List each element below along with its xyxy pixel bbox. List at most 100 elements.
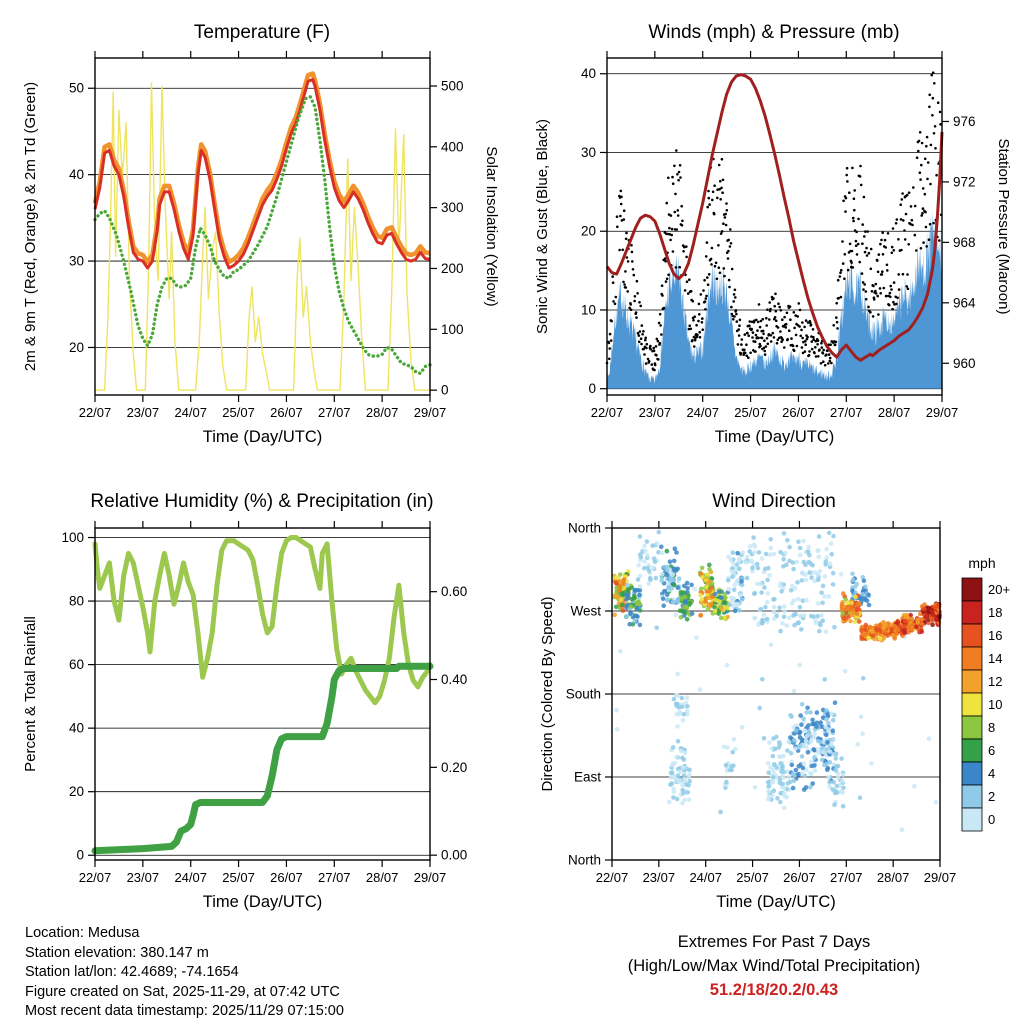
svg-text:28/07: 28/07 xyxy=(366,870,399,885)
extremes-block: Extremes For Past 7 Days (High/Low/Max W… xyxy=(524,930,1024,1002)
svg-text:972: 972 xyxy=(953,174,976,189)
svg-text:200: 200 xyxy=(441,261,464,276)
svg-text:23/07: 23/07 xyxy=(643,870,676,885)
winds-pressure-panel: Winds (mph) & Pressure (mb) 22/07 23/07 24… xyxy=(512,0,1024,465)
svg-text:968: 968 xyxy=(953,235,976,250)
svg-text:0: 0 xyxy=(988,812,995,827)
svg-text:Time (Day/UTC): Time (Day/UTC) xyxy=(716,893,835,911)
svg-text:24/07: 24/07 xyxy=(689,870,722,885)
svg-text:Time (Day/UTC): Time (Day/UTC) xyxy=(203,893,322,911)
svg-text:North: North xyxy=(568,521,601,536)
svg-text:10: 10 xyxy=(581,302,596,317)
svg-text:24/07: 24/07 xyxy=(174,870,207,885)
svg-text:29/07: 29/07 xyxy=(414,870,447,885)
svg-text:964: 964 xyxy=(953,295,976,310)
svg-text:80: 80 xyxy=(69,594,84,609)
svg-text:West: West xyxy=(570,604,601,619)
svg-text:mph: mph xyxy=(968,555,995,571)
temperature-panel: Temperature (F) 22/07 23/07 24/07 25/07 26/0… xyxy=(0,0,512,465)
svg-text:27/07: 27/07 xyxy=(318,870,351,885)
svg-text:29/07: 29/07 xyxy=(926,405,959,420)
wind-direction-panel: Wind Direction 22/07 23/07 24/07 25/07 26/07… xyxy=(512,478,1024,943)
svg-text:0.60: 0.60 xyxy=(441,584,467,599)
svg-text:20: 20 xyxy=(581,224,596,239)
svg-text:South: South xyxy=(566,687,601,702)
svg-text:20: 20 xyxy=(69,340,84,355)
svg-text:Sonic Wind & Gust (Blue, Black: Sonic Wind & Gust (Blue, Black) xyxy=(534,119,551,334)
svg-text:Solar Insolation (Yellow): Solar Insolation (Yellow) xyxy=(483,146,500,306)
svg-text:23/07: 23/07 xyxy=(127,405,160,420)
wind-direction-chart: 22/07 23/07 24/07 25/07 26/07 27/07 28/07 29/07… xyxy=(539,521,1010,912)
svg-text:14: 14 xyxy=(988,651,1002,666)
svg-text:25/07: 25/07 xyxy=(734,405,767,420)
svg-text:Station Pressure (Maroon): Station Pressure (Maroon) xyxy=(995,139,1012,315)
winds-pressure-chart-title: Winds (mph) & Pressure (mb) xyxy=(648,22,900,43)
svg-text:0: 0 xyxy=(441,383,449,398)
svg-text:12: 12 xyxy=(988,674,1002,689)
svg-text:East: East xyxy=(574,770,601,785)
svg-text:25/07: 25/07 xyxy=(222,405,255,420)
svg-text:20+: 20+ xyxy=(988,582,1010,597)
temperature-chart-title: Temperature (F) xyxy=(193,22,331,43)
svg-text:30: 30 xyxy=(69,254,84,269)
svg-text:23/07: 23/07 xyxy=(639,405,672,420)
svg-text:300: 300 xyxy=(441,200,464,215)
svg-text:North: North xyxy=(568,853,601,868)
svg-text:Time (Day/UTC): Time (Day/UTC) xyxy=(203,428,322,446)
svg-text:50: 50 xyxy=(69,81,84,96)
svg-text:10: 10 xyxy=(988,697,1002,712)
svg-text:0.40: 0.40 xyxy=(441,672,467,687)
svg-text:8: 8 xyxy=(988,720,995,735)
most-recent-data-timestamp: Most recent data timestamp: 2025/11/29 0… xyxy=(25,1003,344,1019)
extremes-values: 51.2/18/20.2/0.43 xyxy=(709,981,839,999)
svg-text:26/07: 26/07 xyxy=(270,405,303,420)
svg-text:28/07: 28/07 xyxy=(366,405,399,420)
svg-text:27/07: 27/07 xyxy=(830,870,863,885)
svg-text:0: 0 xyxy=(76,848,84,863)
svg-text:26/07: 26/07 xyxy=(270,870,303,885)
svg-text:22/07: 22/07 xyxy=(596,870,629,885)
svg-text:0: 0 xyxy=(588,381,596,396)
svg-text:25/07: 25/07 xyxy=(222,870,255,885)
station-latlon: Station lat/lon: 42.4689; -74.1654 xyxy=(25,964,239,980)
station-elevation: Station elevation: 380.147 m xyxy=(25,944,209,961)
svg-text:Time (Day/UTC): Time (Day/UTC) xyxy=(715,428,834,446)
svg-text:Direction (Colored By Speed): Direction (Colored By Speed) xyxy=(539,596,556,791)
svg-text:22/07: 22/07 xyxy=(79,870,112,885)
svg-text:976: 976 xyxy=(953,114,976,129)
svg-text:2: 2 xyxy=(988,789,995,804)
wind-direction-chart-title: Wind Direction xyxy=(712,491,836,512)
winds-pressure-chart: 22/07 23/07 24/07 25/07 26/07 27/07 28/07 29/07… xyxy=(534,51,1012,446)
svg-text:27/07: 27/07 xyxy=(318,405,351,420)
svg-text:25/07: 25/07 xyxy=(736,870,769,885)
extremes-title: Extremes For Past 7 Days xyxy=(677,933,871,951)
svg-text:16: 16 xyxy=(988,628,1002,643)
svg-text:100: 100 xyxy=(441,322,464,337)
svg-text:960: 960 xyxy=(953,356,976,371)
svg-text:26/07: 26/07 xyxy=(782,405,815,420)
svg-text:0.20: 0.20 xyxy=(441,760,467,775)
svg-text:26/07: 26/07 xyxy=(783,870,816,885)
svg-text:40: 40 xyxy=(69,167,84,182)
svg-text:23/07: 23/07 xyxy=(127,870,160,885)
svg-text:20: 20 xyxy=(69,784,84,799)
humidity-precip-panel: Relative Humidity (%) & Precipitation (i… xyxy=(0,478,512,943)
humidity-precip-chart: 22/07 23/07 24/07 25/07 26/07 27/07 28/07 29/07… xyxy=(22,521,467,911)
temperature-chart: 22/07 23/07 24/07 25/07 26/07 27/07 28/07 29/07… xyxy=(22,51,500,446)
svg-text:40: 40 xyxy=(581,66,596,81)
svg-text:29/07: 29/07 xyxy=(414,405,447,420)
svg-text:22/07: 22/07 xyxy=(591,405,624,420)
svg-text:24/07: 24/07 xyxy=(174,405,207,420)
svg-text:29/07: 29/07 xyxy=(924,870,957,885)
svg-text:400: 400 xyxy=(441,139,464,154)
svg-text:6: 6 xyxy=(988,743,995,758)
svg-text:Percent & Total Rainfall: Percent & Total Rainfall xyxy=(22,616,39,772)
svg-text:30: 30 xyxy=(581,145,596,160)
svg-text:0.00: 0.00 xyxy=(441,848,467,863)
station-info-block: Location: Medusa Station elevation: 380.… xyxy=(25,924,344,1022)
svg-text:100: 100 xyxy=(61,530,84,545)
svg-text:2m & 9m T (Red, Orange) & 2m T: 2m & 9m T (Red, Orange) & 2m Td (Green) xyxy=(22,82,39,371)
svg-text:27/07: 27/07 xyxy=(830,405,863,420)
humidity-precip-chart-title: Relative Humidity (%) & Precipitation (i… xyxy=(90,491,434,512)
svg-text:40: 40 xyxy=(69,721,84,736)
